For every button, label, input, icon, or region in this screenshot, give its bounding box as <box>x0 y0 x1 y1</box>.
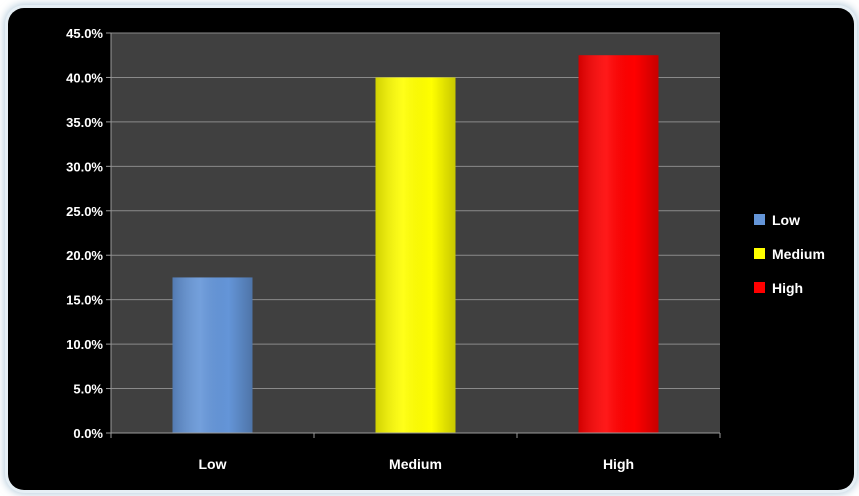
legend-swatch-medium <box>754 248 765 259</box>
y-tick-label: 10.0% <box>66 337 103 352</box>
axes <box>110 33 721 438</box>
y-tick-label: 30.0% <box>66 159 103 174</box>
x-axis-labels: Low Medium High <box>199 456 635 472</box>
legend-label-high: High <box>772 280 803 296</box>
legend-swatch-high <box>754 282 765 293</box>
y-axis-ticks: 0.0% 5.0% 10.0% 15.0% 20.0% 25.0% 30.0% 35.0% 40… <box>66 26 111 441</box>
y-tick-label: 5.0% <box>73 382 103 397</box>
y-tick-label: 35.0% <box>66 115 103 130</box>
bar-shading <box>375 77 456 433</box>
x-category-label: High <box>603 456 634 472</box>
x-category-label: Low <box>199 456 227 472</box>
legend-swatch-low <box>754 214 765 225</box>
y-tick-label: 45.0% <box>66 26 103 41</box>
y-tick-label: 15.0% <box>66 293 103 308</box>
legend-label-medium: Medium <box>772 246 825 262</box>
bars <box>172 55 659 433</box>
bar-shading <box>578 55 659 433</box>
bar-shading <box>172 277 253 433</box>
legend-label-low: Low <box>772 212 800 228</box>
y-tick-label: 20.0% <box>66 248 103 263</box>
legend: Low Medium High <box>754 212 825 296</box>
y-tick-label: 25.0% <box>66 204 103 219</box>
y-tick-label: 0.0% <box>73 426 103 441</box>
y-tick-label: 40.0% <box>66 70 103 85</box>
x-category-label: Medium <box>389 456 442 472</box>
